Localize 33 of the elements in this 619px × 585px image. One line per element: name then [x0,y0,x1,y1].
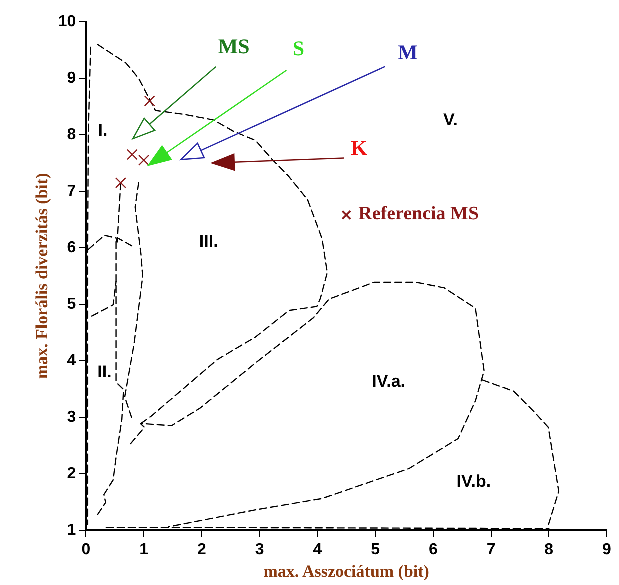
x-tick-label: 0 [82,541,91,558]
y-tick-label: 3 [67,408,76,426]
annotation: S [292,36,305,60]
y-tick-label: 4 [67,352,76,370]
legend-label: Referencia MS [358,204,480,225]
y-tick-label: 9 [67,70,76,87]
y-tick-label: 6 [67,239,76,256]
x-axis-title: max. Asszociátum (bit) [264,562,430,582]
x-tick-label: 6 [428,541,438,558]
x-tick-label: 8 [544,541,554,558]
y-axis-title: max. Florális diverzitás (bit) [32,173,52,380]
y-tick-label: 8 [67,126,76,144]
annotation: M [398,40,418,65]
annotation: II. [98,362,112,382]
x-tick-label: 7 [486,541,496,558]
annotation: V. [444,110,458,130]
y-tick-label: 1 [67,522,76,539]
x-tick-label: 3 [255,541,264,558]
y-tick-label: 7 [67,182,76,200]
y-tick-label: 2 [67,465,76,482]
annotation: IV.a. [372,372,406,391]
x-tick-label: 1 [140,541,149,558]
x-tick-label: 9 [602,541,612,558]
y-tick-label: 5 [67,296,76,313]
annotation: IV.b. [456,472,492,491]
annotation: K [351,136,368,160]
x-tick-label: 2 [197,541,206,558]
y-tick-label: 10 [58,13,76,30]
annotation: I. [98,121,108,140]
annotation: MS [218,34,250,59]
annotation: III. [199,232,218,251]
x-tick-label: 4 [313,541,322,558]
x-tick-label: 5 [371,541,380,558]
